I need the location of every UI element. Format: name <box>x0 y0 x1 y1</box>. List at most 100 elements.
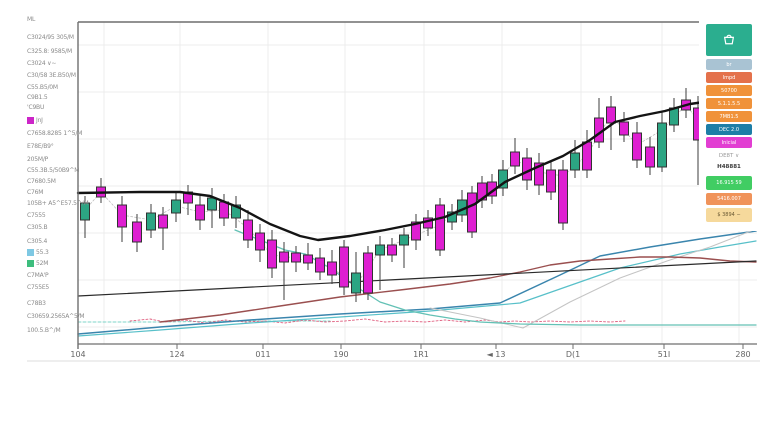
x-tick-label: 280 <box>735 350 750 359</box>
legend-item[interactable]: C3024/95 305/M <box>27 34 74 41</box>
btn-51155-button[interactable]: 5.1.1.5.5 <box>706 98 752 109</box>
candle-body <box>632 132 642 161</box>
legend-item[interactable]: 'C9BU <box>27 104 44 111</box>
legend-item[interactable]: 52M <box>27 260 48 267</box>
btn-7mb15-button[interactable]: 7MB1.5 <box>706 111 752 122</box>
legend-label: E78E/B9° <box>27 143 54 150</box>
black-ma-line <box>76 94 758 242</box>
x-tick-label: 011 <box>255 350 270 359</box>
legend-item[interactable]: C305.4 <box>27 238 47 245</box>
btn-3894-button[interactable]: $ 3894 ∼ <box>706 208 752 222</box>
x-tick-label: 51I <box>658 350 671 359</box>
legend-label: JnJ <box>36 117 43 124</box>
legend-item[interactable]: C7MA'P <box>27 272 49 279</box>
btn-5416007-button[interactable]: 5416.007 <box>706 193 752 205</box>
candle-body <box>606 106 616 124</box>
legend-label: 205M/P <box>27 156 49 163</box>
legend-item[interactable]: C30659.2565A^5/M <box>27 313 85 320</box>
candle-body <box>363 252 373 294</box>
candle-body <box>80 202 90 221</box>
candle-body <box>498 169 508 189</box>
candle-body <box>339 246 349 288</box>
candle-body <box>219 201 229 219</box>
legend-item[interactable]: 105B+ A5^E57.5^/M <box>27 200 89 207</box>
red-dash-squiggle-line <box>129 318 626 324</box>
candle-body <box>231 204 241 219</box>
legend-item[interactable]: C30/58 3E.B50/M <box>27 72 76 79</box>
legend-item[interactable]: C3024 ∨∼ <box>27 60 56 67</box>
axes: 104 124 011 190 1R1 ◄ 13 D(1 51I 280 <box>27 21 760 362</box>
candle-body <box>327 261 337 276</box>
buy-cart-button[interactable] <box>706 24 752 56</box>
candle-body <box>411 221 421 241</box>
btn-br-button[interactable]: br <box>706 59 752 70</box>
legend-label: C7MA'P <box>27 272 49 279</box>
legend-label: C305.B <box>27 224 48 231</box>
legend-label: C30/58 3E.B50/M <box>27 72 76 79</box>
btn-50700-button[interactable]: 50700 <box>706 85 752 96</box>
candle-body <box>435 204 445 251</box>
legend-item[interactable]: C9B1.5 <box>27 94 48 101</box>
candle-body <box>657 122 667 168</box>
candle-body <box>171 199 181 214</box>
legend-item[interactable]: ML <box>27 16 35 23</box>
x-tick-label: 190 <box>333 350 348 359</box>
btn-impd-button[interactable]: Impd <box>706 72 752 83</box>
legend-label: 100.5.B^/M <box>27 327 61 334</box>
candle-body <box>146 212 156 231</box>
legend-item[interactable]: C55.3B.5/50B9^M <box>27 167 79 174</box>
legend-item[interactable]: JnJ <box>27 117 43 124</box>
legend-label: 52M <box>36 260 49 267</box>
legend-item[interactable]: 205M/P <box>27 156 48 163</box>
legend-item[interactable]: C305.B <box>27 224 48 231</box>
legend-label: C305.4 <box>27 238 48 245</box>
legend-item[interactable]: C7555 <box>27 212 46 219</box>
legend-label: C7555 <box>27 212 46 219</box>
candle-body <box>375 244 385 256</box>
legend-label: 55.3 <box>36 249 49 256</box>
blue-rise-line <box>77 230 757 335</box>
candle-body <box>195 204 205 221</box>
candlestick-series <box>80 88 703 302</box>
legend-label: C7680.5M <box>27 178 56 185</box>
candle-body <box>582 141 592 171</box>
legend-item[interactable]: C76M <box>27 189 43 196</box>
gray-v-line <box>429 228 757 329</box>
legend-item[interactable]: C7658.8285 1^5/M <box>27 130 82 137</box>
btn-1691559-button[interactable]: 16.915 59 <box>706 176 752 190</box>
legend-label: C3024/95 305/M <box>27 34 74 41</box>
legend-item[interactable]: C78B3 <box>27 300 46 307</box>
legend-label: C30659.2565A^5/M <box>27 313 85 320</box>
legend-label: 105B+ A5^E57.5^/M <box>27 200 89 207</box>
legend-item[interactable]: 55.3 <box>27 249 49 256</box>
candle-body <box>645 146 655 168</box>
candle-body <box>303 254 313 264</box>
x-tick-label: D(1 <box>566 350 580 359</box>
x-tick-label: ◄ 13 <box>487 350 506 359</box>
candle-body <box>315 257 325 273</box>
lbl-de8t-label: DE8T ∨ <box>718 152 740 159</box>
trendline-line <box>77 260 757 297</box>
gridlines <box>78 22 757 344</box>
legend-item[interactable]: C755E5 <box>27 284 49 291</box>
teal-dash-flat-line <box>77 320 331 323</box>
legend-item[interactable]: C55.B5/0M <box>27 84 58 91</box>
legend-item[interactable]: 100.5.B^/M <box>27 327 61 334</box>
candle-body <box>267 239 277 269</box>
btn-inicial-button[interactable]: Inicial <box>706 137 752 148</box>
legend-swatch-icon <box>27 117 34 124</box>
legend-item[interactable]: E78E/B9° <box>27 143 54 150</box>
x-tick-label: 124 <box>169 350 184 359</box>
candle-body <box>351 272 361 294</box>
cart-icon <box>723 34 735 45</box>
legend-item[interactable]: C325.8: 9585/M <box>27 48 72 55</box>
x-tick-label: 1R1 <box>413 350 429 359</box>
candle-body <box>399 234 409 246</box>
legend-label: C3024 ∨∼ <box>27 60 57 67</box>
legend-item[interactable]: C7680.5M <box>27 178 56 185</box>
btn-dec20-button[interactable]: DEC 2.0 <box>706 124 752 135</box>
candle-body <box>291 252 301 263</box>
lbl-h48881-label: H48881 <box>717 164 741 170</box>
candle-body <box>534 162 544 186</box>
